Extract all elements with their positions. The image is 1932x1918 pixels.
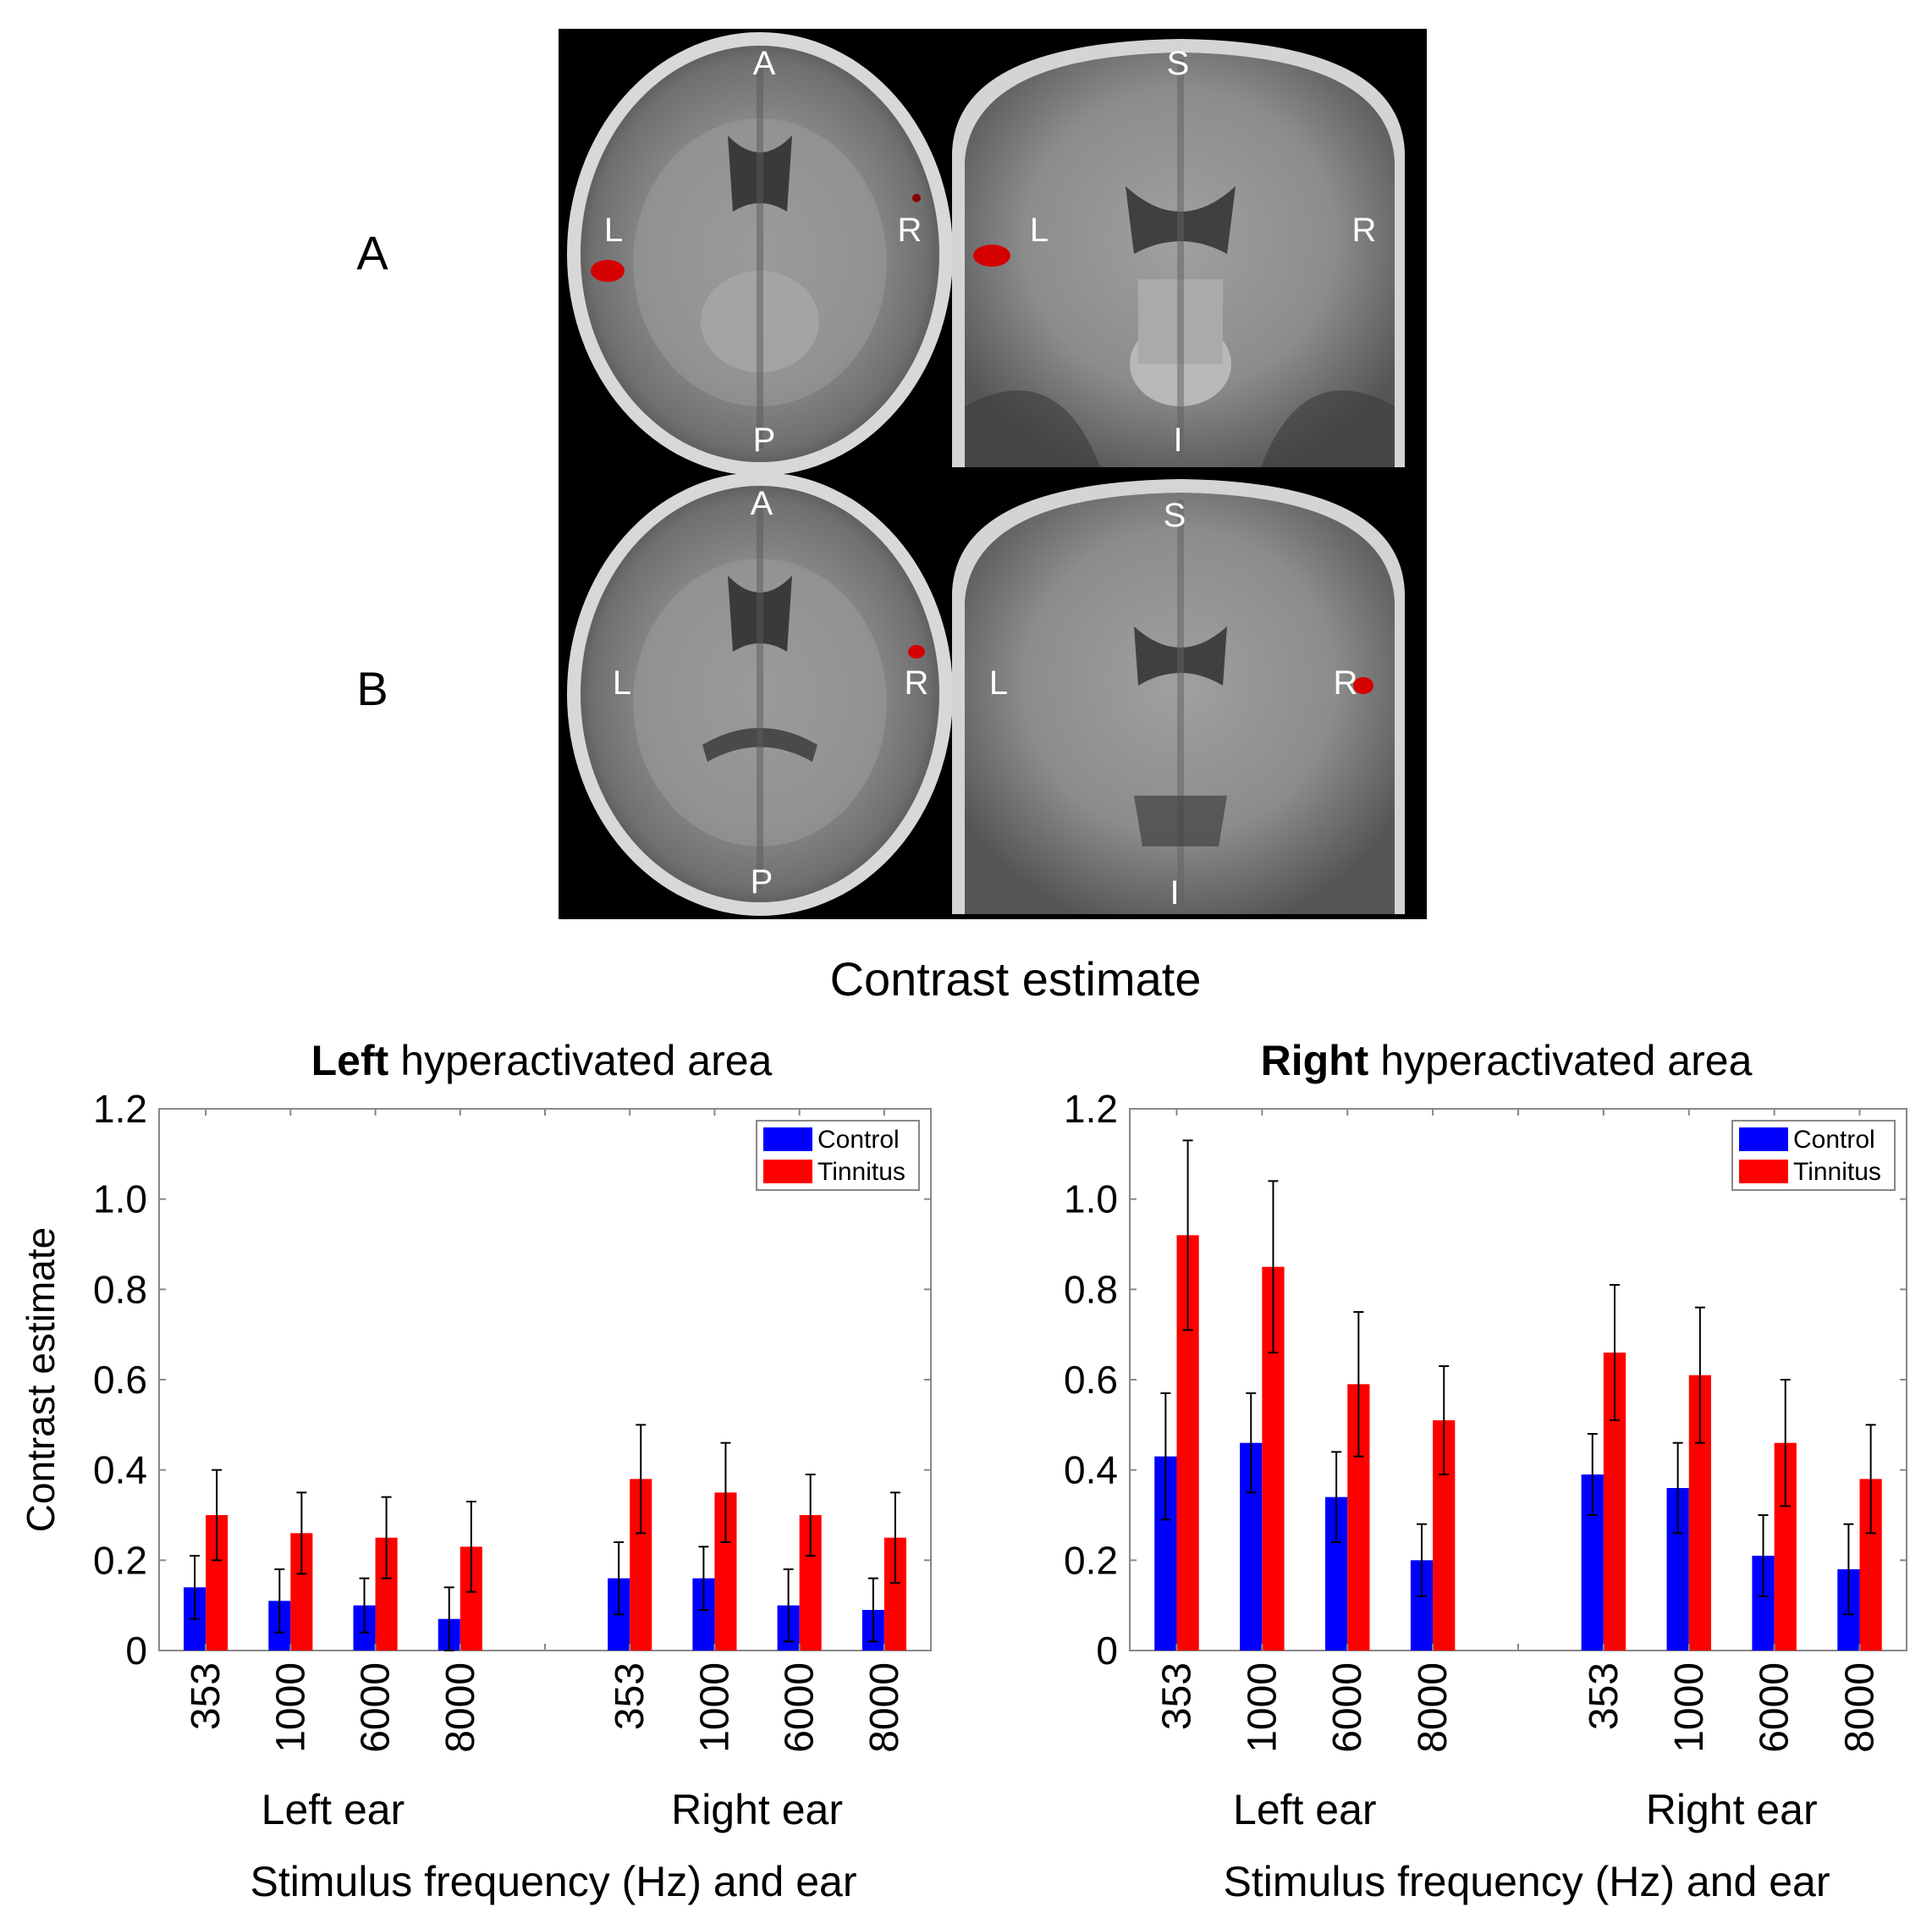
axial-slice-b [567,472,953,916]
activation-blob [973,245,1010,267]
chart-title-rest: hyperactivated area [388,1037,772,1084]
chart-title: Left hyperactivated area [311,1037,773,1084]
y-tick-label: 0.2 [1064,1538,1118,1582]
axial-a-anterior-label: A [753,45,776,82]
coronal-b-inferior-label: I [1170,874,1179,912]
coronal-slice-a [952,39,1405,467]
x-tick-label: 8000 [862,1662,907,1753]
row-label-a: A [356,226,388,279]
y-tick-label: 1.0 [93,1177,147,1221]
coronal-a-inferior-label: I [1173,422,1182,459]
x-tick-label: 1000 [1667,1662,1712,1753]
x-axis-label: Stimulus frequency (Hz) and ear [250,1858,857,1905]
y-tick-label: 0 [1096,1629,1118,1673]
x-tick-label: 353 [1582,1662,1627,1730]
legend-swatch-tinnitus [763,1160,812,1183]
coronal-slice-b [952,479,1405,914]
group-label: Left ear [1233,1786,1377,1833]
axial-b-anterior-label: A [751,485,773,522]
coronal-b-left-label: L [989,664,1008,702]
axial-a-right-label: R [898,212,922,249]
y-tick-label: 0 [125,1629,147,1673]
x-tick-label: 353 [608,1662,652,1730]
group-label: Left ear [261,1786,405,1833]
x-tick-label: 8000 [1411,1662,1456,1753]
legend-label: Tinnitus [817,1158,905,1186]
x-tick-label: 353 [184,1662,228,1730]
chart-title-rest: hyperactivated area [1368,1037,1752,1084]
x-tick-label: 6000 [778,1662,823,1753]
y-tick-label: 0.4 [1064,1448,1118,1492]
y-tick-label: 1.2 [1064,1087,1118,1131]
chart-left-hyperactivated-area: Left hyperactivated area 1.2 1.0 0.8 0.6 0.4 0… [19,1037,932,1905]
axial-b-right-label: R [905,664,929,702]
axial-b-left-label: L [613,664,631,702]
activation-blob [908,645,925,659]
x-tick-label: 8000 [1838,1662,1883,1753]
orientation-labels: A P L R S I L R A P L R S I L R [604,45,1377,912]
y-tick-label: 0.8 [93,1267,147,1311]
chart-right-hyperactivated-area: Right hyperactivated area 1.2 1.0 0.8 0.6 0.4… [1064,1037,1907,1905]
legend-swatch-control [1739,1127,1788,1151]
coronal-b-superior-label: S [1164,497,1186,534]
x-axis-label: Stimulus frequency (Hz) and ear [1224,1858,1830,1905]
y-tick-label: 1.0 [1064,1177,1118,1221]
activation-blob [591,260,625,282]
x-tick-label: 6000 [1753,1662,1797,1753]
row-label-b: B [356,662,388,715]
group-label: Right ear [1646,1786,1818,1833]
chart-title-bold: Left [311,1037,389,1084]
x-tick-label: 8000 [438,1662,483,1753]
coronal-a-left-label: L [1030,212,1049,249]
activation-blob [1353,677,1373,694]
coronal-b-right-label: R [1334,664,1358,702]
x-tick-label: 1000 [692,1662,737,1753]
group-label: Right ear [671,1786,843,1833]
coronal-a-superior-label: S [1167,45,1190,82]
x-tick-label: 353 [1154,1662,1199,1730]
legend-label: Tinnitus [1793,1158,1881,1186]
y-tick-label: 0.6 [1064,1358,1118,1402]
axial-a-posterior-label: P [753,422,776,459]
legend-label: Control [1793,1126,1875,1154]
brain-panel: A P L R S I L R A P L R S I L R A B [356,29,1427,919]
x-tick-label: 1000 [1240,1662,1285,1753]
axial-slice-a [567,32,953,476]
chart-title-bold: Right [1261,1037,1369,1084]
axial-a-left-label: L [604,212,623,249]
y-tick-label: 1.2 [93,1087,147,1131]
x-tick-label: 6000 [354,1662,399,1753]
y-tick-label: 0.8 [1064,1267,1118,1311]
y-tick-label: 0.4 [93,1448,147,1492]
y-axis-label: Contrast estimate [19,1227,63,1532]
figure-title: Contrast estimate [830,952,1202,1006]
legend-label: Control [817,1126,900,1154]
y-tick-label: 0.2 [93,1538,147,1582]
legend-swatch-tinnitus [1739,1160,1788,1183]
coronal-a-right-label: R [1352,212,1377,249]
axial-b-posterior-label: P [751,863,773,901]
x-tick-label: 6000 [1325,1662,1370,1753]
chart-title: Right hyperactivated area [1261,1037,1753,1084]
y-tick-label: 0.6 [93,1358,147,1402]
legend-swatch-control [763,1127,812,1151]
x-tick-label: 1000 [268,1662,313,1753]
